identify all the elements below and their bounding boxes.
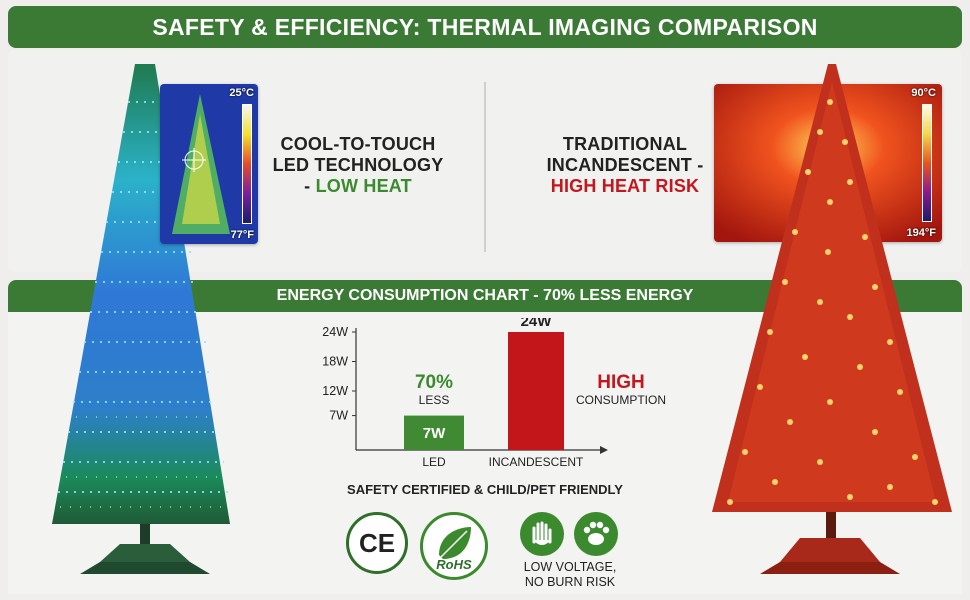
- chart-banner-title: ENERGY CONSUMPTION CHART - 70% LESS ENER…: [276, 287, 694, 304]
- low-voltage-text: LOW VOLTAGE, NO BURN RISK: [500, 560, 640, 590]
- bar-incandescent: [508, 332, 564, 450]
- led-caption-line3: - LOW HEAT: [262, 176, 454, 197]
- page-title: SAFETY & EFFICIENCY: THERMAL IMAGING COM…: [152, 13, 818, 40]
- category-label: LED: [422, 455, 446, 469]
- y-tick-label: 7W: [329, 409, 348, 423]
- energy-bar-chart: 24W 18W 12W 7W 7W LED 24W INCANDESCENT: [322, 318, 608, 469]
- led-savings-label: LESS: [418, 393, 450, 407]
- hand-icon: [532, 521, 552, 545]
- rohs-label: RoHS: [436, 557, 472, 572]
- bar-led: [404, 415, 464, 450]
- led-thermal-graphic: [160, 84, 258, 244]
- header-banner: SAFETY & EFFICIENCY: THERMAL IMAGING COM…: [8, 6, 962, 48]
- y-tick-label: 18W: [322, 355, 348, 369]
- hand-badge: [520, 512, 564, 556]
- rohs-badge: RoHS: [420, 512, 488, 580]
- category-label: INCANDESCENT: [489, 455, 584, 469]
- ce-icon: CE: [358, 528, 396, 558]
- high-heat-risk-highlight: HIGH HEAT RISK: [550, 176, 700, 196]
- incandescent-caption-line1: TRADITIONAL: [562, 134, 688, 154]
- led-caption-line1: COOL-TO-TOUCH: [280, 134, 436, 154]
- led-caption-line2: LED TECHNOLOGY: [272, 155, 444, 175]
- incandescent-consumption-label: CONSUMPTION: [576, 393, 666, 407]
- chart-bars: [404, 332, 564, 450]
- incandescent-caption-line2: INCANDESCENT -: [546, 155, 704, 175]
- led-thermal-image: 25°C 77°F: [160, 84, 258, 244]
- incandescent-thermal-bottom-temp: 194°F: [906, 227, 936, 239]
- bar-value-label: 24W: [521, 318, 553, 330]
- led-caption-prefix: -: [304, 176, 316, 196]
- led-caption: COOL-TO-TOUCH LED TECHNOLOGY - LOW HEAT: [262, 134, 454, 197]
- ce-badge: CE: [346, 512, 408, 574]
- led-thermal-top-temp: 25°C: [229, 87, 254, 99]
- paw-badge: [574, 512, 618, 556]
- low-heat-highlight: LOW HEAT: [315, 176, 412, 196]
- incandescent-caption: TRADITIONAL INCANDESCENT - HIGH HEAT RIS…: [530, 134, 720, 197]
- chart-labels: 7W LED 24W INCANDESCENT: [422, 318, 584, 469]
- bar-value-label: 7W: [423, 425, 446, 442]
- led-savings-percent: 70%: [414, 372, 454, 393]
- low-voltage-line1: LOW VOLTAGE,: [523, 560, 617, 574]
- incandescent-high-label: HIGH: [597, 372, 645, 393]
- led-thermal-scale: [242, 104, 252, 224]
- chart-x-axis-arrow: [600, 446, 608, 454]
- low-voltage-line2: NO BURN RISK: [524, 575, 616, 589]
- paw-icon: [583, 521, 610, 545]
- chart-y-ticks: 24W 18W 12W 7W: [322, 325, 356, 423]
- incandescent-thermal-scale: [922, 104, 932, 222]
- led-thermal-bottom-temp: 77°F: [230, 229, 254, 241]
- leaf-icon: [439, 527, 471, 559]
- incandescent-tree-image: [712, 64, 952, 574]
- vertical-divider: [484, 82, 486, 252]
- safety-title: SAFETY CERTIFIED & CHILD/PET FRIENDLY: [347, 482, 623, 497]
- y-tick-label: 12W: [322, 384, 348, 398]
- incandescent-thermal-top-temp: 90°C: [911, 87, 936, 99]
- y-tick-label: 24W: [322, 325, 348, 339]
